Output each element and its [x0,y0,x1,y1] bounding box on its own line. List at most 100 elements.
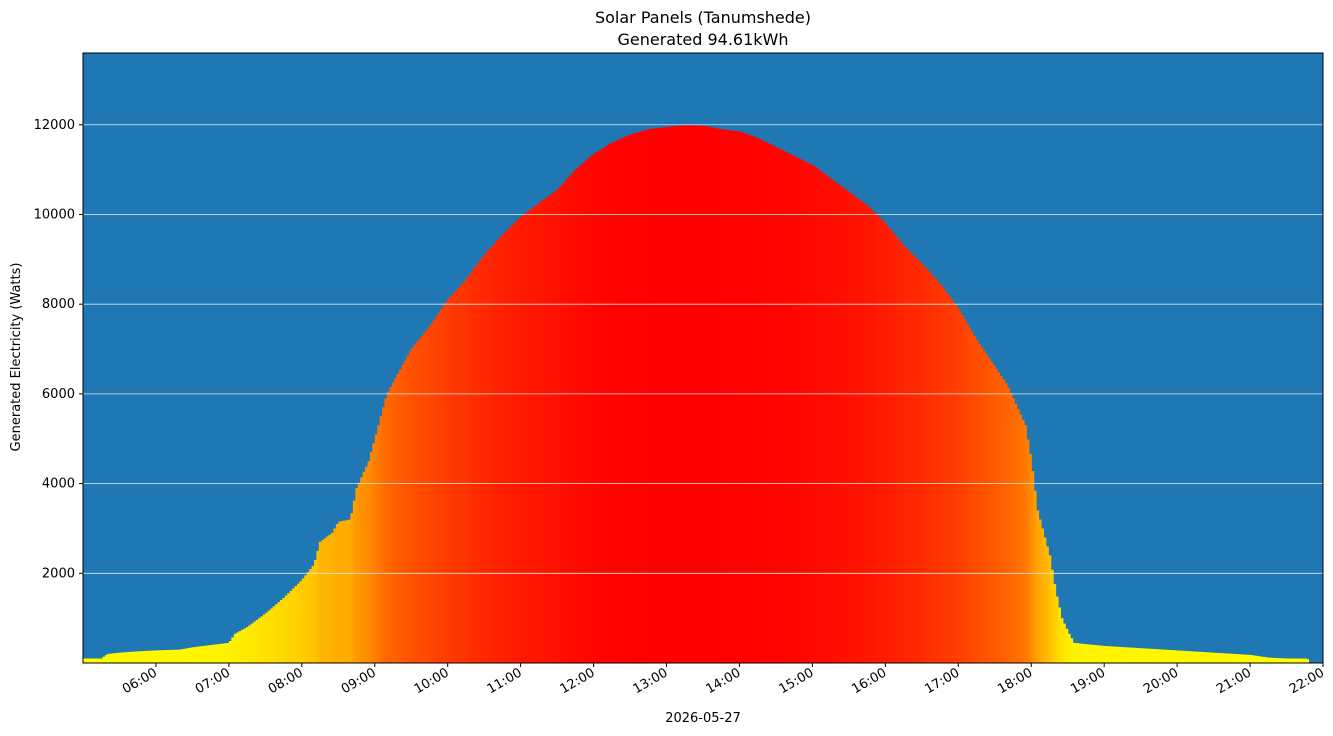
power-bar [1189,651,1193,663]
power-bar [258,618,262,663]
power-bar [773,146,777,664]
power-bar [535,205,539,664]
power-bar [1269,657,1273,663]
power-bar [1288,658,1292,663]
x-axis-label: 2026-05-27 [665,711,741,726]
power-bar [1301,658,1305,663]
power-bar [569,175,573,663]
power-bar [1023,425,1027,663]
power-bar [625,136,629,663]
power-bar [868,207,872,663]
power-bar [851,194,855,664]
power-bar [1089,644,1093,663]
power-bar [372,443,376,663]
power-bar [608,144,612,663]
power-bar [1162,649,1166,663]
power-bar [180,649,184,663]
power-bar [1252,655,1256,663]
power-bar [943,290,947,663]
power-bar [1228,653,1232,663]
power-bar [158,650,162,663]
power-bar [1121,647,1125,663]
power-bar [1116,646,1120,663]
power-bar [1213,652,1217,663]
power-bar [600,148,604,663]
power-bar [520,215,524,663]
power-bar [401,364,405,663]
power-bar [508,227,512,664]
power-bar [936,281,940,663]
power-bar [744,133,748,664]
power-bar [459,284,463,663]
power-bar [1019,414,1023,663]
power-bar [343,520,347,663]
y-tick-label: 12000 [34,118,75,133]
power-bar [795,157,799,664]
power-bar [1050,569,1054,663]
power-bar [931,275,935,663]
power-bar [1279,658,1283,663]
power-bar [1303,658,1307,663]
power-bar [262,614,266,663]
power-bar [360,477,364,663]
power-bar [1196,651,1200,663]
power-bar [296,583,300,663]
power-bar [530,208,534,663]
power-bar [1104,646,1108,663]
power-bar [143,650,147,663]
power-bar [243,628,247,663]
power-bar [948,297,952,663]
x-tick-label: 20:00 [1141,665,1181,697]
power-bar [1155,649,1159,663]
power-bar [617,139,621,664]
power-bar [1070,638,1074,663]
power-bar [338,521,342,663]
power-bar [1092,644,1096,663]
power-bar [1206,652,1210,663]
power-bar [1267,657,1271,663]
power-bar [958,310,962,663]
power-bar [102,656,106,663]
power-bar [858,200,862,663]
power-bar [839,185,843,663]
x-tick-label: 06:00 [120,665,160,697]
power-bar [148,650,152,663]
power-bar [586,159,590,663]
power-bar [289,590,293,663]
power-bar [134,651,138,663]
power-bar [340,521,344,663]
power-bar [209,645,213,663]
x-tick-label: 12:00 [558,665,598,697]
power-bar [788,153,792,663]
power-bar [367,461,371,663]
power-bar [1111,646,1115,663]
chart-title: Solar Panels (Tanumshede) [595,8,811,27]
power-bar [389,387,393,663]
power-bar [104,654,108,663]
power-bar [399,369,403,663]
power-bar [228,641,232,663]
power-bar [588,157,592,663]
power-bar [1130,647,1134,663]
power-bar [177,649,181,663]
power-bar [960,314,964,663]
power-bar [1179,650,1183,663]
power-bar [841,187,845,663]
power-bar [1033,490,1037,663]
power-bar [1150,648,1154,663]
power-bar [1082,643,1086,663]
power-bar [630,134,634,663]
power-bar [831,180,835,663]
power-bar [834,182,838,663]
power-bar [1225,653,1229,663]
power-bar [1223,653,1227,663]
power-bar [1286,658,1290,663]
power-bar [391,382,395,663]
power-bar [211,644,215,663]
power-bar [467,276,471,663]
power-bar [768,144,772,663]
power-bar [311,565,315,663]
power-bar [1245,654,1249,663]
power-bar [1194,651,1198,663]
power-bar [754,137,758,663]
